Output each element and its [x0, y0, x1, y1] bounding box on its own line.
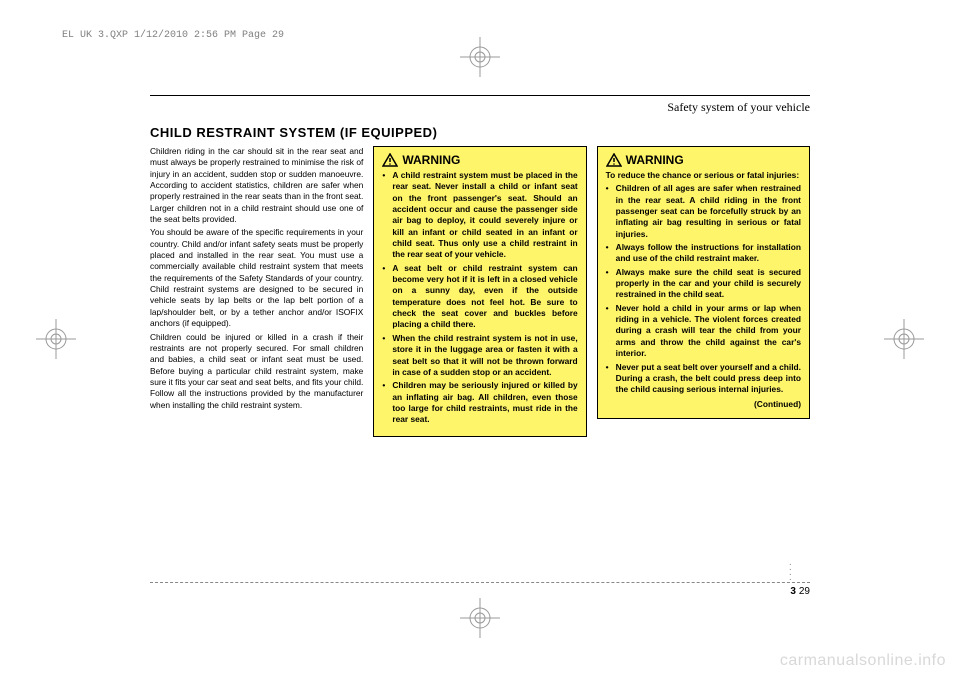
warning-icon	[606, 153, 622, 167]
top-rule	[150, 95, 810, 96]
warning-icon	[382, 153, 398, 167]
warning-body-2: To reduce the chance or serious or fatal…	[606, 170, 801, 410]
page-footer: ···· 329	[150, 582, 810, 583]
page-content: Safety system of your vehicle CHILD REST…	[150, 95, 810, 437]
warning1-item-1: A child restraint system must be placed …	[382, 170, 577, 261]
warning-column-1: WARNING A child restraint system must be…	[373, 146, 586, 437]
page-title: CHILD RESTRAINT SYSTEM (IF EQUIPPED)	[150, 125, 810, 140]
body-para-1: Children riding in the car should sit in…	[150, 146, 363, 225]
warning-column-2: WARNING To reduce the chance or serious …	[597, 146, 810, 437]
registration-mark-left	[36, 319, 76, 359]
warning-title-1: WARNING	[382, 153, 577, 167]
warning-box-1: WARNING A child restraint system must be…	[373, 146, 586, 437]
warning2-item-2: Always follow the instructions for insta…	[606, 242, 801, 265]
registration-mark-top	[460, 37, 500, 77]
continued-label: (Continued)	[606, 399, 801, 410]
watermark: carmanualsonline.info	[780, 652, 946, 670]
registration-mark-bottom	[460, 598, 500, 638]
page-section: 3	[790, 586, 796, 597]
body-para-3: Children could be injured or killed in a…	[150, 332, 363, 411]
warning1-item-3: When the child restraint system is not i…	[382, 333, 577, 378]
section-header: Safety system of your vehicle	[150, 100, 810, 115]
print-header: EL UK 3.QXP 1/12/2010 2:56 PM Page 29	[62, 30, 284, 41]
body-para-2: You should be aware of the specific requ…	[150, 227, 363, 329]
warning-box-2: WARNING To reduce the chance or serious …	[597, 146, 810, 419]
body-column: Children riding in the car should sit in…	[150, 146, 363, 437]
dotted-vertical: ····	[789, 562, 792, 582]
warning-title-2: WARNING	[606, 153, 801, 167]
warning2-item-4: Never hold a child in your arms or lap w…	[606, 303, 801, 360]
warning1-item-4: Children may be seriously injured or kil…	[382, 380, 577, 425]
bottom-dotted-rule	[150, 582, 810, 583]
warning1-item-2: A seat belt or child restraint system ca…	[382, 263, 577, 331]
warning2-item-1: Children of all ages are safer when rest…	[606, 183, 801, 240]
warning-label-2: WARNING	[626, 153, 684, 167]
warning-body-1: A child restraint system must be placed …	[382, 170, 577, 426]
warning2-lead: To reduce the chance or serious or fatal…	[606, 170, 801, 181]
warning-label-1: WARNING	[402, 153, 460, 167]
registration-mark-right	[884, 319, 924, 359]
warning2-item-3: Always make sure the child seat is secur…	[606, 267, 801, 301]
page-number: 329	[790, 586, 810, 597]
warning2-item-5: Never put a seat belt over yourself and …	[606, 362, 801, 396]
page-num-value: 29	[799, 586, 810, 597]
